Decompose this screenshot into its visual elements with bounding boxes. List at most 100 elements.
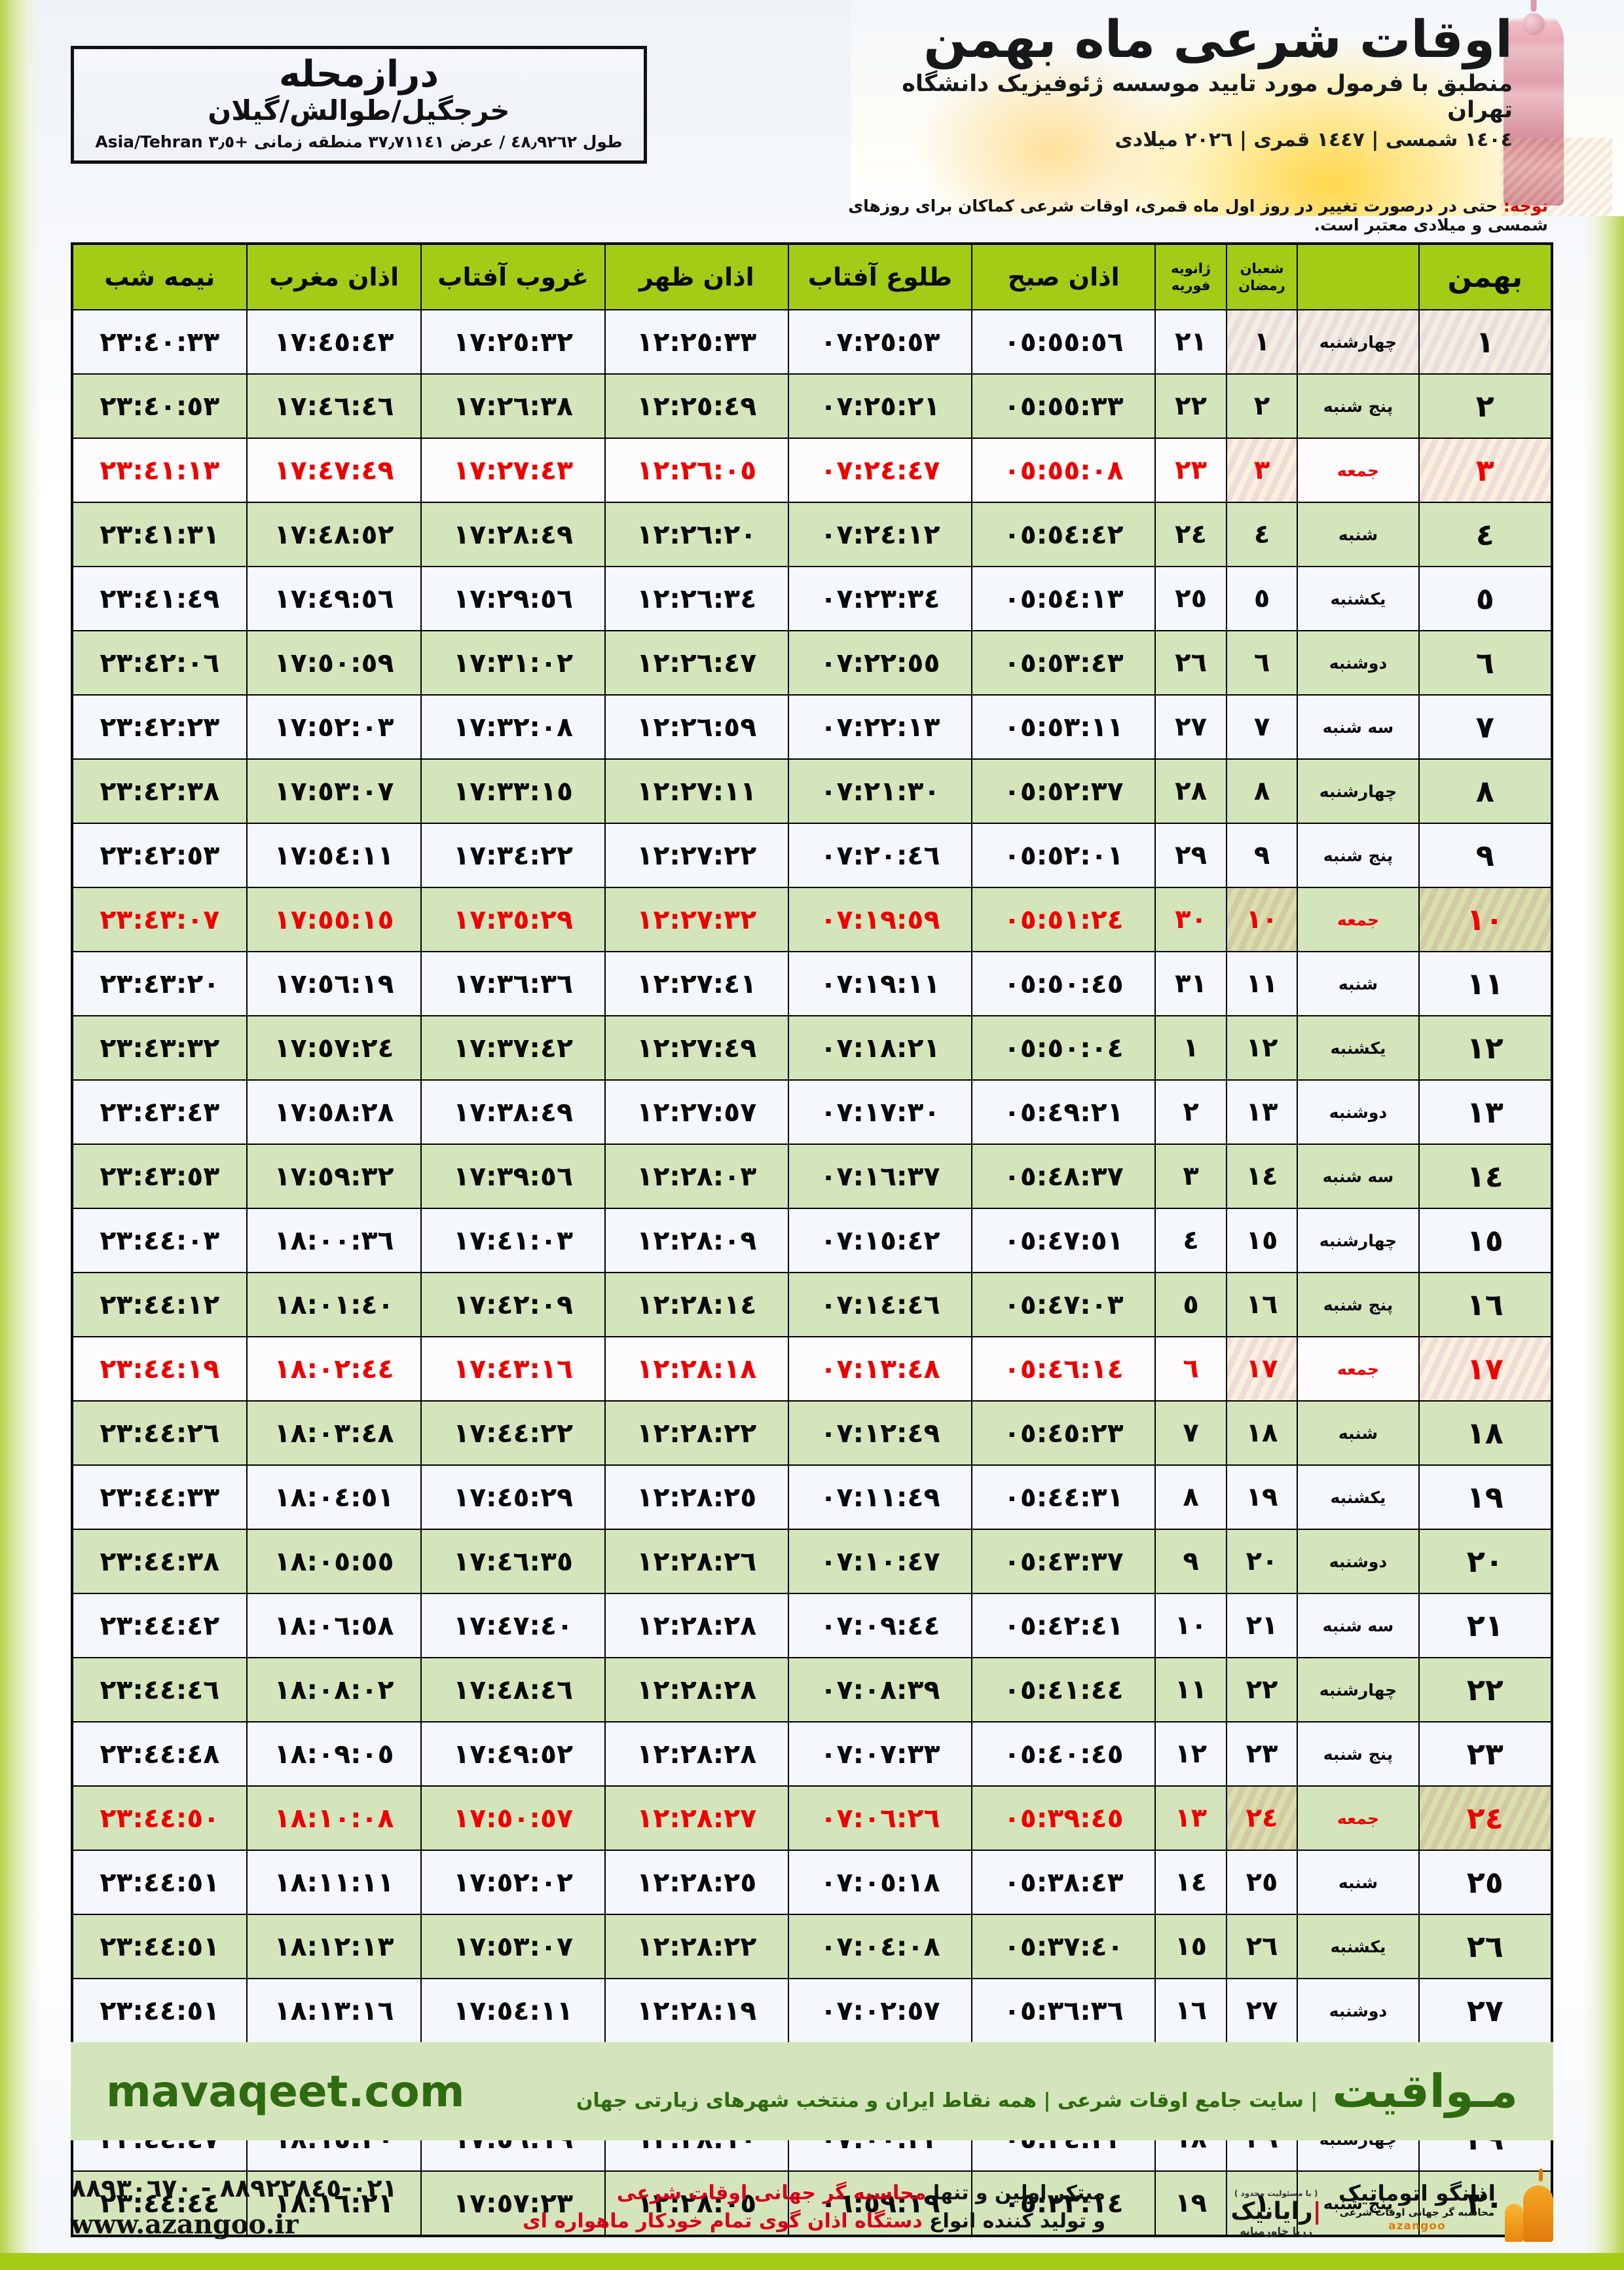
cell-bahman: ١٠ (1418, 887, 1553, 952)
col-header-gregorian-february: فوریه (1171, 278, 1211, 293)
cell-sunrise: ٠٧:٠٨:٣٩ (787, 1657, 973, 1722)
cell-hijri: ١٨ (1225, 1400, 1299, 1466)
cell-fajr: ٠٥:٤١:٤٤ (971, 1657, 1156, 1722)
cell-midnight: ٢٣:٤٤:٥٠ (71, 1785, 248, 1851)
cell-bahman: ٥ (1418, 566, 1553, 631)
cell-midnight: ٢٣:٤١:٤٩ (71, 566, 248, 631)
cell-dhuhr: ١٢:٢٥:٣٣ (604, 309, 789, 375)
cell-sunset: ١٧:٢٥:٣٢ (420, 309, 606, 375)
cell-midnight: ٢٣:٤٠:٥٣ (71, 373, 248, 439)
cell-bahman: ٢٤ (1418, 1785, 1553, 1851)
brand-tagline: | سایت جامع اوقات شرعی | همه نقاط ایران … (576, 2089, 1318, 2112)
cell-sunrise: ٠٧:١٥:٤٢ (787, 1208, 973, 1273)
cell-sunrise: ٠٧:٢١:٣٠ (787, 758, 973, 824)
cell-dayname: دوشنبه (1297, 1978, 1420, 2043)
table-row: ٢٢ چهارشنبه ٢٢ ١١ ٠٥:٤١:٤٤ ٠٧:٠٨:٣٩ ١٢:٢٨:٢٨ ١٧… (71, 1657, 1553, 1722)
cell-hijri: ٢٣ (1225, 1721, 1299, 1787)
cell-sunrise: ٠٧:٠٥:١٨ (787, 1850, 973, 1915)
cell-maghrib: ١٨:١٦:٢١ (246, 2170, 422, 2237)
cell-maghrib: ١٧:٤٩:٥٦ (246, 566, 422, 631)
col-header-hijri: شعبان رمضان (1225, 243, 1299, 310)
note-tag: توجه: (1503, 196, 1548, 215)
cell-hijri: ١٢ (1225, 1015, 1299, 1081)
cell-sunset: ١٧:٢٦:٣٨ (420, 373, 606, 439)
cell-fajr: ٠٥:٤٠:٤٥ (971, 1721, 1156, 1787)
azangoo-logo-text: اذانگو اتوماتیک محاسبه گر جهانی اوقات شر… (1338, 2182, 1496, 2233)
cell-maghrib: ١٧:٤٦:٤٦ (246, 373, 422, 439)
table-row: ٩ پنج شنبه ٩ ٢٩ ٠٥:٥٢:٠١ ٠٧:٢٠:٤٦ ١٢:٢٧:٢٢ ١٧:٣… (71, 823, 1553, 888)
table-row: ١٧ جمعه ١٧ ٦ ٠٥:٤٦:١٤ ٠٧:١٣:٤٨ ١٢:٢٨:١٨ ١٧:٤٣:١… (71, 1336, 1553, 1402)
cell-fajr: ٠٥:٤٢:٤١ (971, 1593, 1156, 1658)
cell-maghrib: ١٨:٠١:٤٠ (246, 1272, 422, 1337)
cell-bahman: ١٢ (1418, 1015, 1553, 1081)
cell-greg: ٧ (1154, 1400, 1227, 1466)
cell-dhuhr: ١٢:٢٨:٠٥ (604, 2170, 789, 2237)
cell-fajr: ٠٥:٥٢:٠١ (971, 823, 1156, 888)
cell-maghrib: ١٧:٥٩:٣٢ (246, 1144, 422, 1209)
title-block: اوقات شرعی ماه بهمن منطبق با فرمول مورد … (897, 14, 1513, 151)
cell-midnight: ٢٣:٤١:٣١ (71, 502, 248, 567)
cell-fajr: ٠٥:٥٥:٣٣ (971, 373, 1156, 439)
cell-maghrib: ١٨:٠٣:٤٨ (246, 1400, 422, 1466)
cell-dhuhr: ١٢:٢٦:٢٠ (604, 502, 789, 567)
cell-fajr: ٠٥:٥٥:٠٨ (971, 437, 1156, 503)
cell-dhuhr: ١٢:٢٦:٥٩ (604, 694, 789, 760)
cell-fajr: ٠٥:٤٧:٥١ (971, 1208, 1156, 1273)
table-body: ١ چهارشنبه ١ ٢١ ٠٥:٥٥:٥٦ ٠٧:٢٥:٥٣ ١٢:٢٥:٣٣ ١٧:٢… (71, 309, 1553, 2237)
cell-hijri: ٢ (1225, 373, 1299, 439)
cell-greg: ٢٥ (1154, 566, 1227, 631)
cell-dhuhr: ١٢:٢٦:٤٧ (604, 630, 789, 696)
cell-sunset: ١٧:٤٦:٣٥ (420, 1529, 606, 1594)
cell-sunset: ١٧:٤٣:١٦ (420, 1336, 606, 1402)
col-header-dhuhr: اذان ظهر (604, 243, 789, 310)
cell-fajr: ٠٥:٤٩:٢١ (971, 1079, 1156, 1145)
prayer-times-table-wrapper: بهمن شعبان رمضان ژانویه فوریه اذان صبح ط… (71, 242, 1553, 2237)
cell-maghrib: ١٨:٠٤:٥١ (246, 1464, 422, 1530)
cell-fajr: ٠٥:٣٧:٤٠ (971, 1914, 1156, 1979)
cell-sunset: ١٧:٤٤:٢٢ (420, 1400, 606, 1466)
cell-maghrib: ١٨:٠٨:٠٢ (246, 1657, 422, 1722)
year-line: ١٤٠٤ شمسی | ١٤٤٧ قمری | ٢٠٢٦ میلادی (1115, 128, 1513, 152)
cell-dhuhr: ١٢:٢٨:٢٢ (604, 1914, 789, 1979)
brand-band: مـواقیت | سایت جامع اوقات شرعی | همه نقا… (71, 2042, 1553, 2140)
cell-midnight: ٢٣:٤٣:٥٣ (71, 1144, 248, 1209)
cell-maghrib: ١٧:٥٠:٥٩ (246, 630, 422, 696)
cell-sunset: ١٧:٣٨:٤٩ (420, 1079, 606, 1145)
cell-sunrise: ٠٧:٠٢:٥٧ (787, 1978, 973, 2043)
cell-sunrise: ٠٧:١٨:٢١ (787, 1015, 973, 1081)
cell-sunrise: ٠٧:٢٥:٥٣ (787, 309, 973, 375)
cell-maghrib: ١٧:٥٤:١١ (246, 823, 422, 888)
cell-sunrise: ٠٧:١١:٤٩ (787, 1464, 973, 1530)
cell-hijri: ١٠ (1225, 887, 1299, 952)
cell-bahman: ١ (1418, 309, 1553, 375)
cell-sunrise: ٠٧:٢٤:١٢ (787, 502, 973, 567)
cell-sunset: ١٧:٥٢:٠٢ (420, 1850, 606, 1915)
cell-maghrib: ١٧:٥٦:١٩ (246, 951, 422, 1016)
cell-maghrib: ١٨:٠٦:٥٨ (246, 1593, 422, 1658)
cell-hijri: ٤ (1225, 502, 1299, 567)
cell-hijri: ٢٧ (1225, 1978, 1299, 2043)
table-row: ٥ یکشنبه ٥ ٢٥ ٠٥:٥٤:١٣ ٠٧:٢٣:٣٤ ١٢:٢٦:٣٤ ١٧:٢٩:… (71, 566, 1553, 631)
cell-sunset: ١٧:٣٥:٢٩ (420, 887, 606, 952)
cell-sunrise: ٠٧:١٠:٤٧ (787, 1529, 973, 1594)
cell-sunrise: ٠٧:٢٣:٣٤ (787, 566, 973, 631)
cell-dhuhr: ١٢:٢٨:٢٦ (604, 1529, 789, 1594)
brand-domain[interactable]: mavaqeet.com (106, 2066, 465, 2117)
cell-midnight: ٢٣:٤٤:٤٢ (71, 1593, 248, 1658)
cell-bahman: ٩ (1418, 823, 1553, 888)
table-header-row: بهمن شعبان رمضان ژانویه فوریه اذان صبح ط… (71, 243, 1553, 310)
contact-website[interactable]: www.azangoo.ir (71, 2208, 299, 2240)
table-row: ٣ جمعه ٣ ٢٣ ٠٥:٥٥:٠٨ ٠٧:٢٤:٤٧ ١٢:٢٦:٠٥ ١٧:٢٧:٤٣… (71, 437, 1553, 503)
cell-hijri: ٣ (1225, 437, 1299, 503)
cell-fajr: ٠٥:٤٤:٣١ (971, 1464, 1156, 1530)
cell-dayname: سه شنبه (1297, 1593, 1420, 1658)
rayanik-note: ( با مسئولیت محدود ) (1234, 2189, 1318, 2198)
table-row: ٢٦ یکشنبه ٢٦ ١٥ ٠٥:٣٧:٤٠ ٠٧:٠٤:٠٨ ١٢:٢٨:٢٢ ١٧:٥… (71, 1914, 1553, 1979)
cell-sunset: ١٧:٤٥:٢٩ (420, 1464, 606, 1530)
table-row: ١ چهارشنبه ١ ٢١ ٠٥:٥٥:٥٦ ٠٧:٢٥:٥٣ ١٢:٢٥:٣٣ ١٧:٢… (71, 309, 1553, 375)
brand-name-fa: مـواقیت (1332, 2064, 1518, 2118)
table-row: ٤ شنبه ٤ ٢٤ ٠٥:٥٤:٤٢ ٠٧:٢٤:١٢ ١٢:٢٦:٢٠ ١٧:٢٨:٤٩… (71, 502, 1553, 567)
table-row: ٢٠ دوشنبه ٢٠ ٩ ٠٥:٤٣:٣٧ ٠٧:١٠:٤٧ ١٢:٢٨:٢٦ ١٧:٤٦… (71, 1529, 1553, 1594)
cell-greg: ١٣ (1154, 1785, 1227, 1851)
cell-dayname: پنج شنبه (1297, 1721, 1420, 1787)
